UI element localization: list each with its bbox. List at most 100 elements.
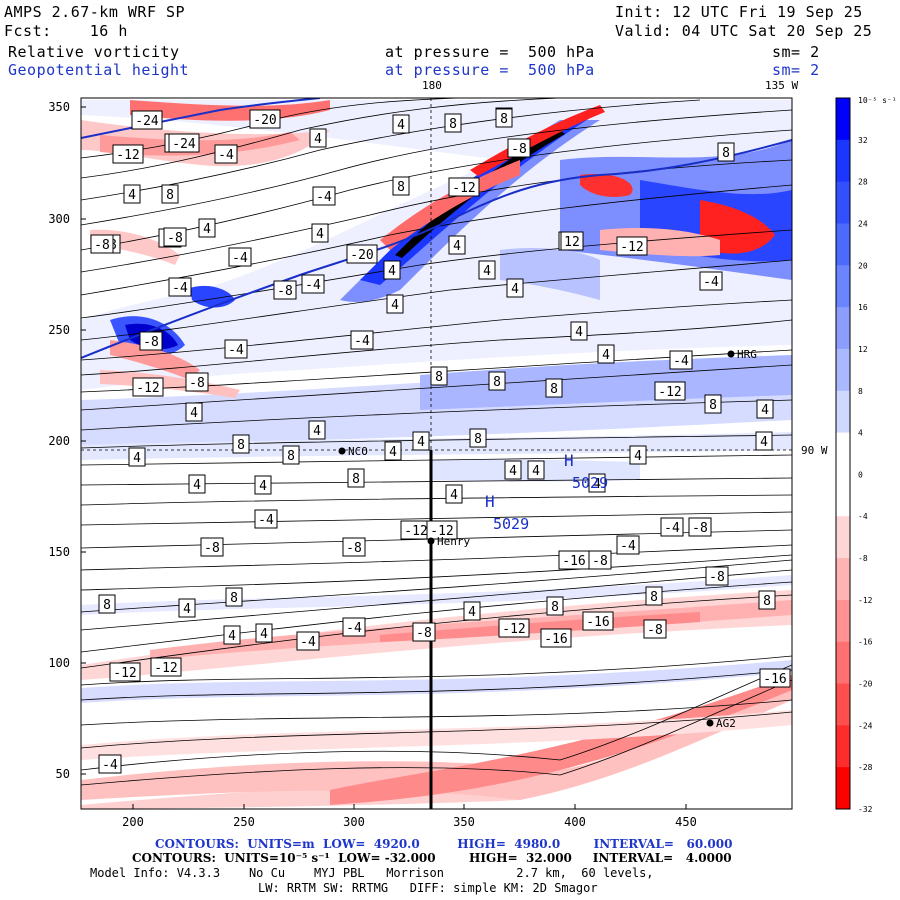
colorbar-label: 28: [858, 178, 868, 187]
contour-label: 4: [309, 128, 327, 148]
contour-label: 4: [308, 420, 326, 440]
svg-text:-8: -8: [346, 541, 362, 556]
high-marker: H 5029: [564, 451, 608, 492]
svg-text:-4: -4: [305, 278, 321, 293]
contour-label: 4: [185, 402, 203, 422]
contour-label: -8: [643, 619, 667, 639]
colorbar-label: 16: [858, 303, 868, 312]
svg-text:-8: -8: [592, 554, 608, 569]
contour-label: 8: [717, 142, 735, 162]
svg-text:4: 4: [450, 488, 458, 503]
svg-text:-8: -8: [511, 142, 527, 157]
colorbar-label: 12: [858, 345, 868, 354]
svg-text:Henry: Henry: [437, 535, 470, 548]
svg-text:4: 4: [761, 403, 769, 418]
contour-label: 4: [223, 625, 241, 645]
contour-label: 8: [232, 434, 250, 454]
colorbar-label: -32: [858, 805, 873, 814]
contour-label: -16: [582, 611, 614, 631]
colorbar-swatch: [836, 599, 850, 643]
high-pressure-markers: H 5029 H 5029: [485, 451, 608, 533]
meridian-label-135w: 135 W: [765, 79, 799, 92]
field1-name: Relative vorticity: [8, 43, 180, 61]
colorbar-swatch: [836, 223, 850, 266]
y-tick-label: 350: [48, 100, 70, 114]
x-tick-label: 300: [343, 815, 365, 829]
svg-text:-8: -8: [709, 570, 725, 585]
contour-label: -4: [342, 617, 366, 637]
contour-label: 4: [445, 484, 463, 504]
contour-label: -8: [273, 280, 297, 300]
colorbar-label: 0: [858, 470, 863, 479]
height-contour-info: CONTOURS: UNITS=m LOW= 4920.0 HIGH= 4980…: [155, 837, 733, 851]
svg-text:8: 8: [449, 117, 457, 132]
colorbar-label: 4: [858, 429, 863, 438]
stations: HRG NCO Henry AG2: [338, 348, 757, 730]
contour-label: -8: [688, 517, 712, 537]
map-frame: [80, 97, 793, 810]
colorbar-label: -4: [858, 512, 868, 521]
contour-label: -8: [200, 537, 224, 557]
svg-text:H: H: [485, 492, 495, 511]
field2-name: Geopotential height: [8, 61, 190, 79]
contour-label: -20: [346, 244, 378, 264]
svg-text:4: 4: [388, 264, 396, 279]
contour-label: -4: [296, 631, 320, 651]
svg-text:4: 4: [602, 348, 610, 363]
svg-text:8: 8: [237, 438, 245, 453]
contour-label: 8: [98, 594, 116, 614]
geopotential-height-contour-north: [81, 98, 321, 139]
contour-label: 8: [225, 587, 243, 607]
y-axis: 350 300 250 200 150 100 50: [48, 100, 86, 781]
colorbar-swatch: [836, 683, 850, 726]
station-marker: AG2: [706, 717, 736, 730]
svg-text:4: 4: [511, 282, 519, 297]
y-tick-label: 200: [48, 434, 70, 448]
svg-text:-4: -4: [354, 334, 370, 349]
y-tick-label: 50: [56, 767, 70, 781]
contour-label: -4: [660, 517, 684, 537]
colorbar-swatch: [836, 307, 850, 350]
contour-label: 4: [570, 321, 588, 341]
svg-text:4: 4: [259, 479, 267, 494]
contour-label: -4: [98, 754, 122, 774]
svg-text:-4: -4: [258, 513, 274, 528]
svg-text:-12: -12: [658, 385, 681, 400]
x-tick-label: 200: [122, 815, 144, 829]
colorbar-label: -28: [858, 763, 873, 772]
contour-label: 4: [412, 431, 430, 451]
contour-label: 8: [545, 378, 563, 398]
contour-label: -4: [350, 330, 374, 350]
x-axis: 200 250 300 350 400 450: [122, 804, 697, 829]
svg-text:-4: -4: [316, 190, 332, 205]
svg-text:4: 4: [760, 435, 768, 450]
contour-label: -4: [168, 277, 192, 297]
contour-label: 4: [527, 460, 545, 480]
svg-text:8: 8: [435, 370, 443, 385]
svg-text:4: 4: [575, 325, 583, 340]
contour-label: 4: [178, 598, 196, 618]
svg-text:4: 4: [193, 478, 201, 493]
svg-text:5029: 5029: [572, 474, 608, 492]
svg-text:8: 8: [550, 382, 558, 397]
contour-label: -4: [699, 271, 723, 291]
y-tick-label: 300: [48, 212, 70, 226]
colorbar-label: 32: [858, 136, 868, 145]
svg-text:4: 4: [509, 464, 517, 479]
svg-text:-8: -8: [143, 335, 159, 350]
svg-text:-8: -8: [94, 238, 110, 253]
svg-text:-12: -12: [136, 381, 159, 396]
contour-label: -12: [498, 618, 530, 638]
contour-label: 4: [392, 114, 410, 134]
svg-text:8: 8: [763, 594, 771, 609]
contour-label: -8: [139, 331, 163, 351]
vorticity-shading: [81, 100, 792, 809]
svg-text:-12: -12: [502, 622, 525, 637]
svg-text:4: 4: [190, 406, 198, 421]
contour-label: -16: [759, 668, 791, 688]
svg-text:-4: -4: [703, 275, 719, 290]
contour-label: -20: [249, 109, 281, 129]
svg-text:8: 8: [103, 598, 111, 613]
field2-smoothing: sm= 2: [772, 61, 820, 79]
contour-label: -8: [412, 622, 436, 642]
